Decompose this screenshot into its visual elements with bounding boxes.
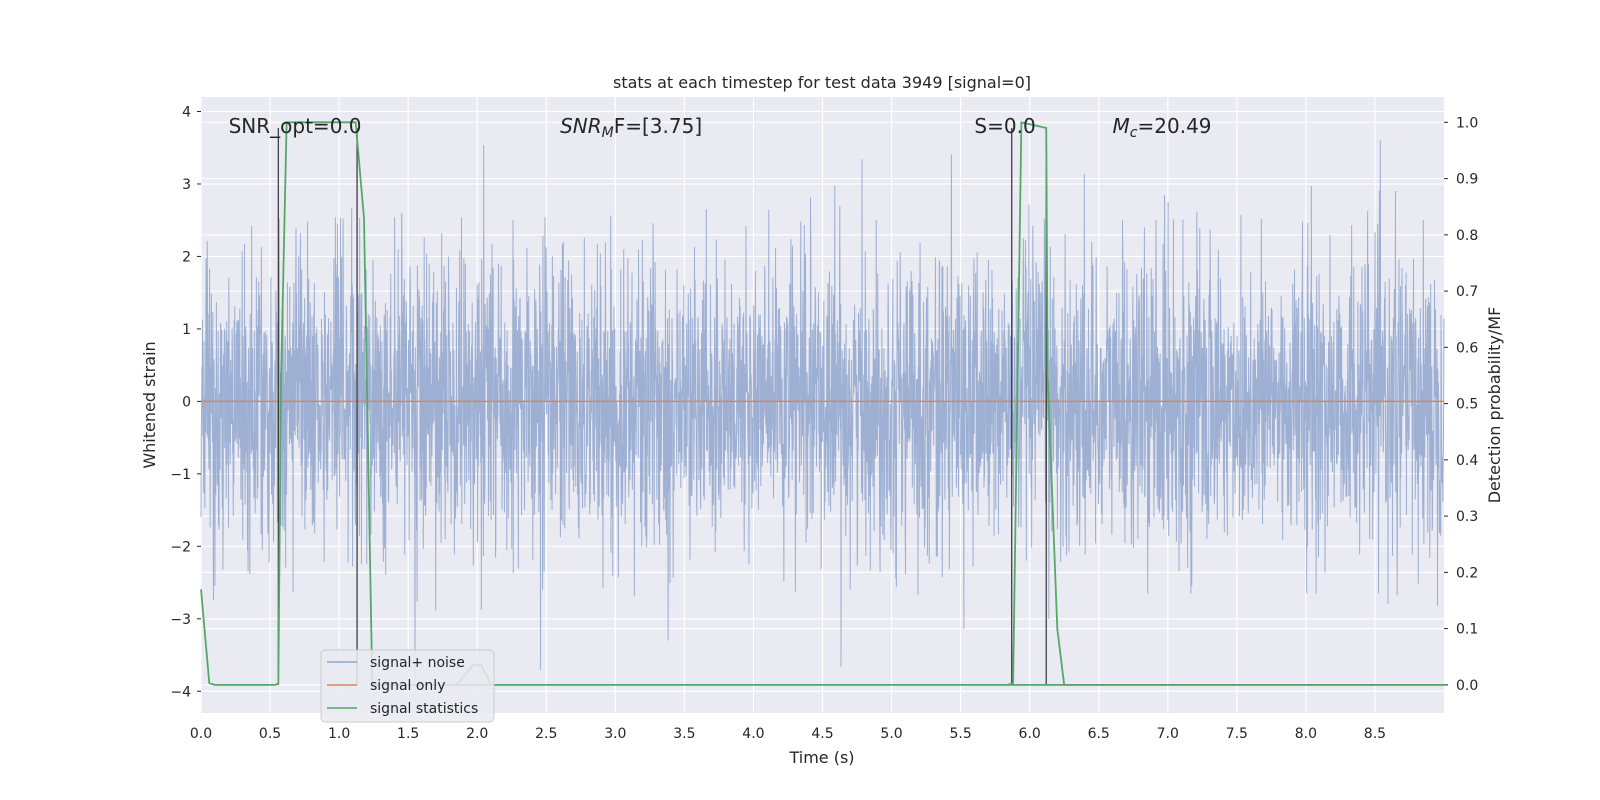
- annotation-main: SNR: [560, 114, 602, 138]
- x-tick-label: 6.0: [1019, 726, 1041, 742]
- annotation: SNR_opt=0.0: [229, 114, 362, 138]
- annotation: Mc=20.49: [1113, 114, 1212, 141]
- legend-box: [320, 649, 495, 723]
- y-tick-label: 2: [182, 249, 191, 265]
- x-tick-label: 3.0: [604, 726, 626, 742]
- x-tick-label: 8.5: [1364, 726, 1386, 742]
- y-right-tick-label: 0.3: [1456, 509, 1478, 525]
- y-axis-label-right: Detection probability/MF: [1485, 307, 1504, 504]
- y-right-tick-label: 0.7: [1456, 284, 1478, 300]
- legend-label-signal-only: signal only: [370, 678, 445, 694]
- y-tick-label: 3: [182, 177, 191, 193]
- x-tick-label: 6.5: [1088, 726, 1110, 742]
- y-right-tick-label: 0.8: [1456, 228, 1478, 244]
- y-tick-label: −2: [170, 539, 191, 555]
- y-tick-label: 4: [182, 104, 191, 120]
- x-tick-label: 7.5: [1226, 726, 1248, 742]
- annotation: SNRMF=[3.75]: [560, 114, 702, 141]
- y-ticks-right: 1.0 0.9 0.8 0.7 0.6 0.5 0.4 0.3 0.2 0.1 0.0: [1444, 115, 1478, 694]
- y-tick-label: −3: [170, 612, 191, 628]
- x-tick-label: 5.5: [949, 726, 971, 742]
- annotation: S=0.0: [974, 114, 1035, 138]
- x-tick-label: 8.0: [1295, 726, 1317, 742]
- y-right-tick-label: 0.9: [1456, 172, 1478, 188]
- annotation-tail: F=[3.75]: [614, 114, 702, 138]
- signal-statistics-segment: [1007, 121, 1443, 686]
- y-ticks: 4 3 2 1 0 −1 −2 −3 −4: [170, 104, 201, 700]
- legend-label-signal-statistics: signal statistics: [370, 701, 478, 717]
- y-right-tick-label: 1.0: [1456, 115, 1478, 131]
- x-ticks: 0.0 0.5 1.0 1.5 2.0 2.5 3.0 3.5 4.0 4.5 5.0 5.5 6.0 6…: [190, 726, 1386, 742]
- chart-title: stats at each timestep for test data 394…: [613, 73, 1031, 92]
- x-tick-label: 7.0: [1157, 726, 1179, 742]
- y-axis-label: Whitened strain: [140, 341, 159, 468]
- signal-noise-series: [200, 140, 1445, 681]
- annotation-main: M: [1113, 114, 1130, 138]
- annotation-sub: c: [1130, 125, 1138, 141]
- y-tick-label: 0: [182, 394, 191, 410]
- x-tick-label: 0.0: [190, 726, 212, 742]
- y-right-tick-label: 0.2: [1456, 565, 1478, 581]
- y-right-tick-label: 0.0: [1456, 678, 1478, 694]
- x-tick-label: 4.5: [811, 726, 833, 742]
- y-right-tick-label: 0.5: [1456, 397, 1478, 413]
- annotations: SNR_opt=0.0 SNRMF=[3.75] S=0.0 Mc=20.49: [229, 114, 1212, 141]
- y-right-tick-label: 0.6: [1456, 340, 1478, 356]
- legend-label-signal-noise: signal+ noise: [370, 655, 465, 671]
- x-tick-label: 1.0: [328, 726, 350, 742]
- annotation-tail: =20.49: [1138, 114, 1212, 138]
- y-right-tick-label: 0.1: [1456, 622, 1478, 638]
- x-tick-label: 5.0: [880, 726, 902, 742]
- x-tick-label: 3.5: [673, 726, 695, 742]
- x-tick-label: 0.5: [259, 726, 281, 742]
- x-tick-label: 2.0: [466, 726, 488, 742]
- x-tick-label: 1.5: [397, 726, 419, 742]
- x-tick-label: 2.5: [535, 726, 557, 742]
- signal-noise-line: [200, 140, 1445, 681]
- y-right-tick-label: 0.4: [1456, 453, 1478, 469]
- y-tick-label: 1: [182, 322, 191, 338]
- annotation-sub: M: [602, 125, 614, 141]
- y-tick-label: −1: [170, 467, 191, 483]
- legend: signal+ noise signal only signal statist…: [320, 649, 495, 723]
- y-tick-label: −4: [170, 684, 191, 700]
- x-tick-label: 4.0: [742, 726, 764, 742]
- x-axis-label: Time (s): [788, 748, 854, 767]
